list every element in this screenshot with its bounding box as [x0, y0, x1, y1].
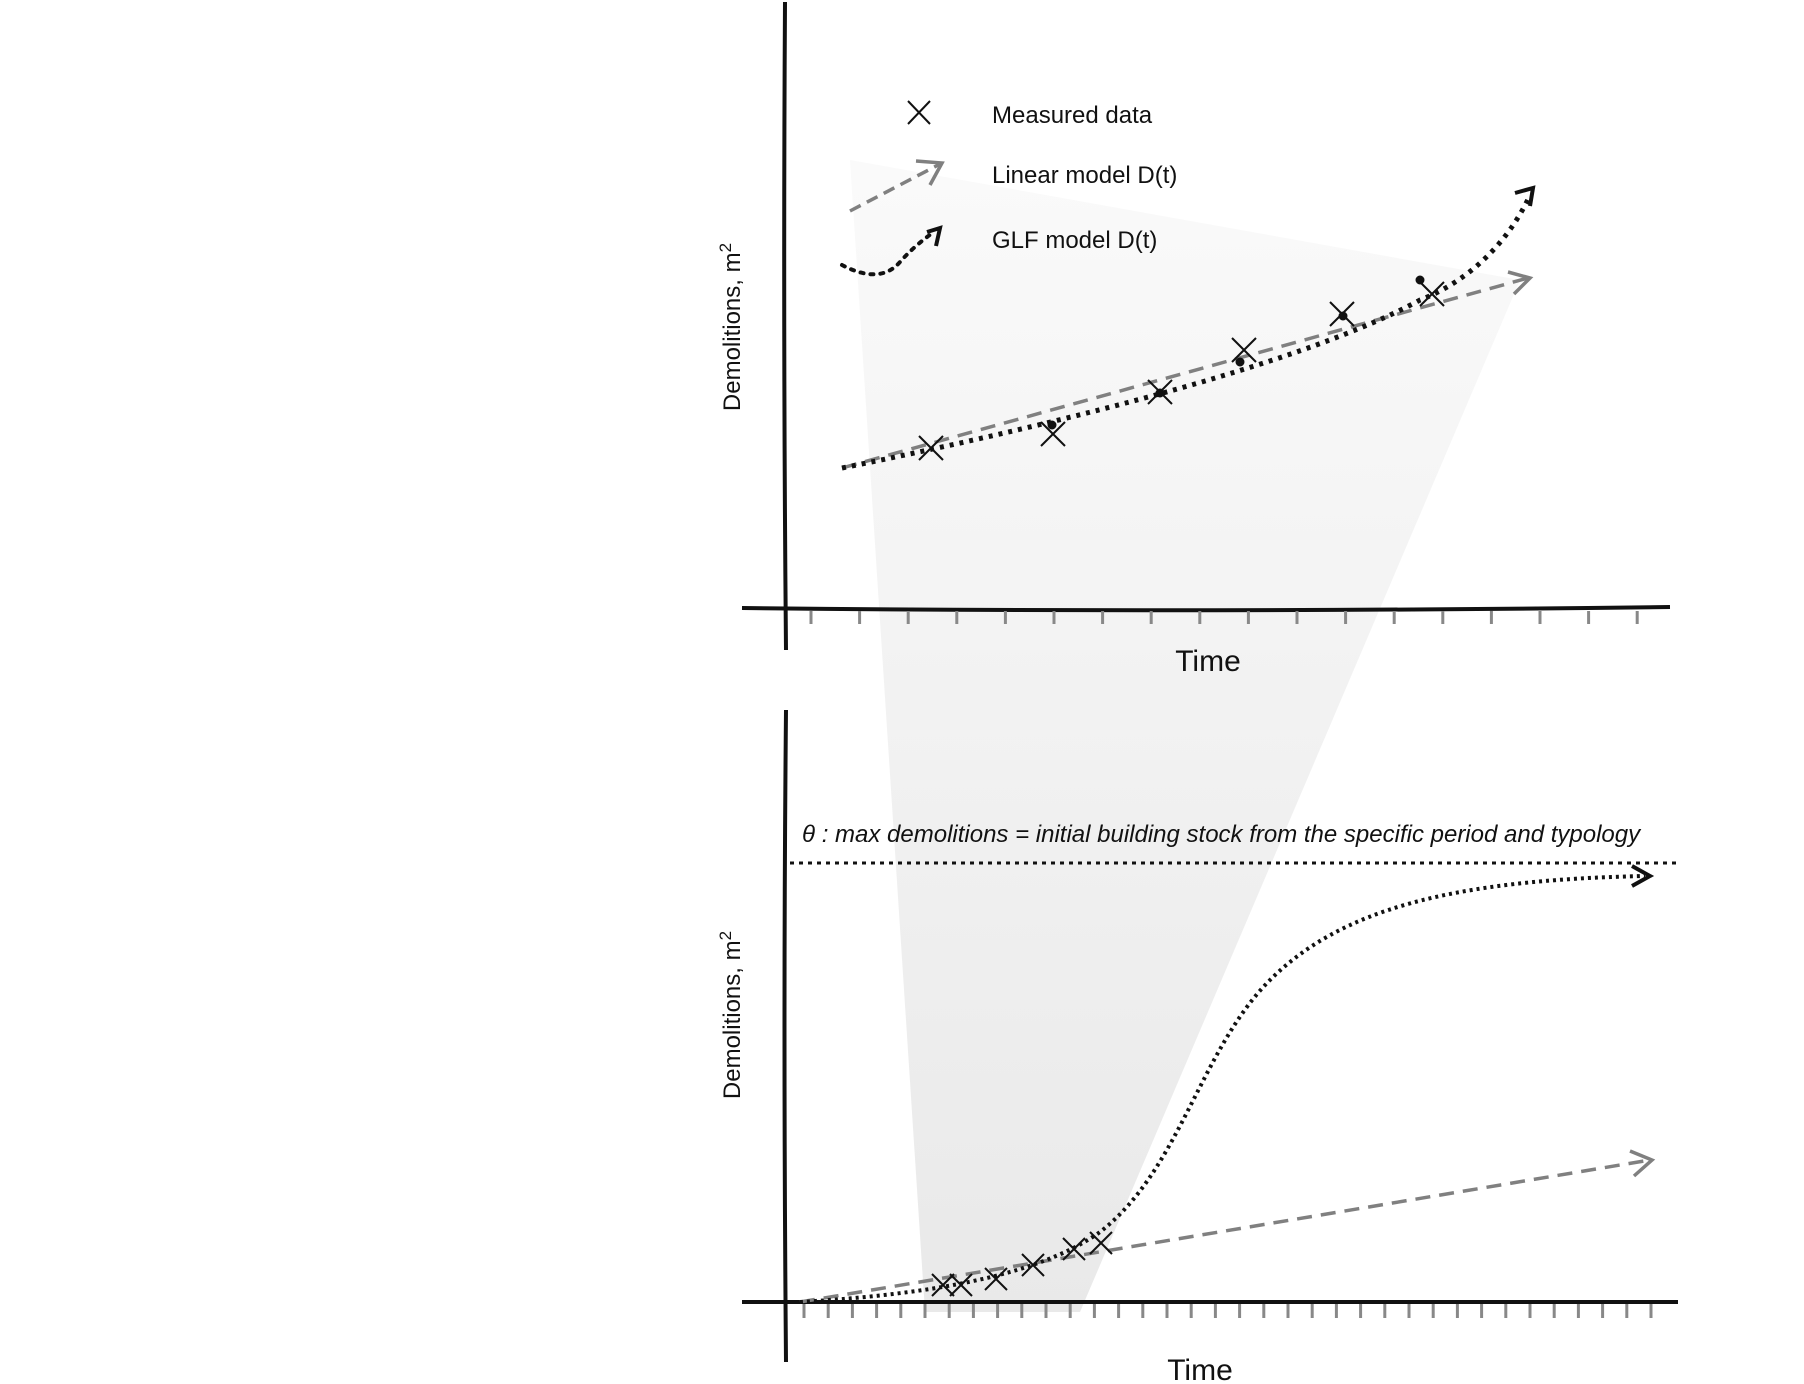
top-linear-model — [841, 270, 1534, 470]
top-x-ticks — [809, 611, 1639, 624]
svg-text:Demolitions, m2: Demolitions, m2 — [716, 243, 746, 411]
bottom-linear-model — [799, 1149, 1656, 1304]
measured-point — [984, 1267, 1008, 1291]
measured-point — [1415, 275, 1445, 307]
measured-point — [1021, 1253, 1045, 1277]
legend-measured-label: Measured data — [992, 102, 1153, 129]
measured-point — [1062, 1237, 1086, 1261]
top-y-axis-title: Demolitions, m2 — [716, 243, 746, 411]
measured-point — [1089, 1231, 1113, 1255]
top-glf-model — [841, 185, 1536, 471]
svg-text:Demolitions, m2: Demolitions, m2 — [716, 931, 746, 1099]
bottom-measured-data — [931, 1231, 1113, 1297]
bottom-y-axis — [782, 709, 788, 1363]
measured-point — [1147, 379, 1173, 405]
top-panel: Measured data Linear model D(t) GLF mode… — [716, 1, 1671, 678]
measured-point — [918, 435, 944, 461]
top-x-axis-title: Time — [1175, 645, 1241, 678]
bottom-x-axis-title: Time — [1167, 1354, 1233, 1384]
legend-linear-label: Linear model D(t) — [992, 162, 1177, 189]
measured-point — [1231, 337, 1257, 367]
top-measured-data — [918, 275, 1445, 461]
legend-glf-label: GLF model D(t) — [992, 227, 1157, 254]
legend: Measured data Linear model D(t) GLF mode… — [840, 100, 1177, 277]
measured-point — [949, 1273, 973, 1297]
bottom-panel: θ : max demolitions = initial building s… — [716, 709, 1678, 1384]
top-x-axis — [741, 605, 1671, 613]
legend-measured-icon — [907, 100, 931, 125]
bottom-x-ticks — [802, 1304, 1653, 1318]
bottom-y-axis-title: Demolitions, m2 — [716, 931, 746, 1099]
measured-point — [931, 1273, 955, 1297]
legend-linear-icon — [849, 159, 945, 213]
measured-point — [1040, 420, 1066, 447]
bottom-glf-model — [799, 864, 1655, 1304]
measured-point — [1329, 301, 1355, 327]
legend-glf-icon — [840, 225, 943, 277]
zoom-funnel — [850, 160, 1520, 1312]
theta-label: θ : max demolitions = initial building s… — [802, 821, 1642, 848]
top-y-axis — [782, 1, 788, 651]
